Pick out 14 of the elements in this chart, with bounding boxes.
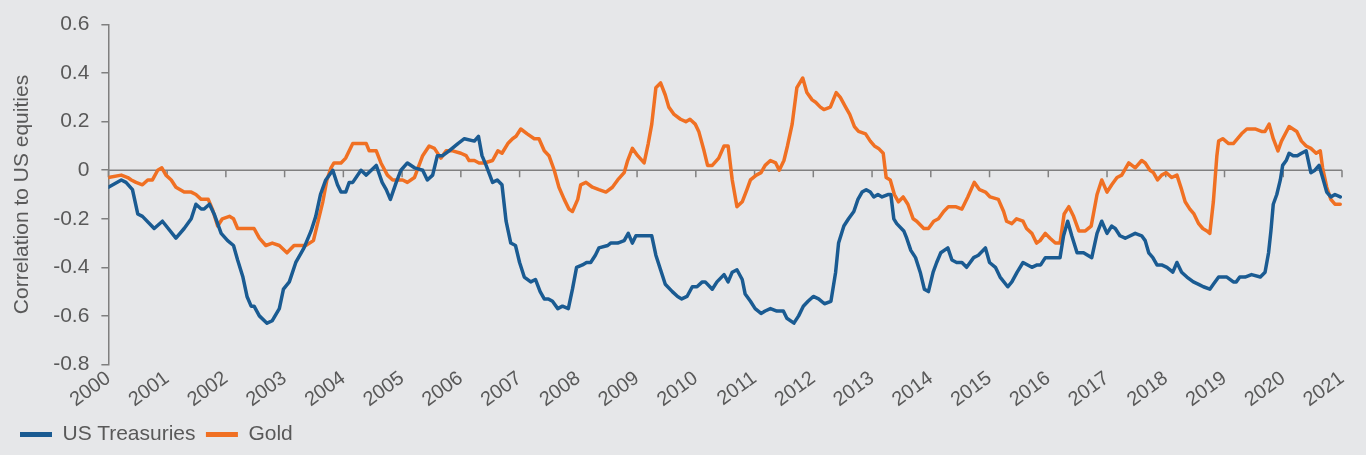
x-tick-label: 2021 <box>1298 366 1348 410</box>
y-tick-label: -0.2 <box>53 205 90 229</box>
x-tick-label: 2001 <box>123 366 173 410</box>
legend-label: Gold <box>248 421 293 445</box>
y-tick-label: -0.4 <box>53 254 90 278</box>
y-tick-label: 0.2 <box>60 108 90 132</box>
y-tick-label: -0.8 <box>53 351 90 375</box>
y-tick-label: -0.6 <box>53 302 90 326</box>
y-axis-title: Correlation to US equities <box>9 74 33 315</box>
x-tick-label: 2011 <box>712 366 761 410</box>
y-tick-label: 0.6 <box>60 11 90 35</box>
y-tick-label: 0 <box>77 157 90 181</box>
y-tick-label: 0.4 <box>60 59 90 83</box>
legend-label: US Treasuries <box>62 421 196 445</box>
